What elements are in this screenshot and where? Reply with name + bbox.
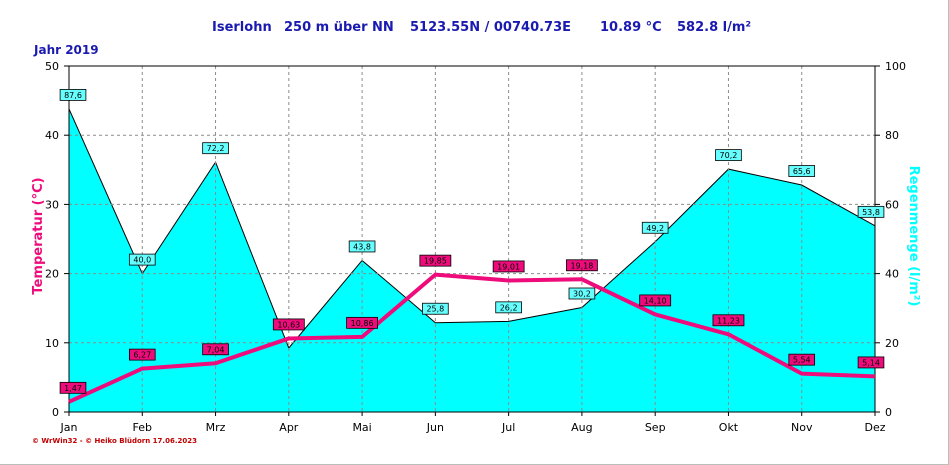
precipitation-data-label-box <box>641 221 669 234</box>
precipitation-data-label-box <box>202 142 229 155</box>
station-coordinates: 5123.55N / 00740.73E <box>410 20 572 35</box>
average-temperature: 10.89 °C <box>600 20 662 35</box>
axes-layer: 0 10 20 30 40 50 0 20 40 60 80 100 Jan Feb Mrz Apr Mai Ju… <box>45 60 906 434</box>
temperature-data-label-box <box>128 348 156 361</box>
y-tick-label: 10 <box>45 337 59 350</box>
temperature-data-label: 19,18 <box>570 261 593 270</box>
temperature-line <box>68 272 876 404</box>
precipitation-data-label: 25,8 <box>426 305 444 314</box>
y2-axis-title-precipitation: Regenmenge (l/m²) <box>906 166 921 307</box>
station-name: Iserlohn <box>212 20 272 35</box>
x-tick-label: Aug <box>571 421 592 434</box>
precipitation-data-label-box <box>348 240 376 253</box>
precipitation-data-label: 40,0 <box>133 256 151 265</box>
y-tick-label: 30 <box>45 198 59 211</box>
y2-tick-label: 0 <box>885 406 892 419</box>
y-axis-title-temperature: Temperatur (°C) <box>31 177 46 294</box>
temperature-data-label: 5,14 <box>862 358 880 367</box>
y2-tick-label: 100 <box>885 60 906 73</box>
temperature-data-label: 11,23 <box>717 316 740 325</box>
precipitation-data-label-box <box>59 89 87 101</box>
x-tick-label: Feb <box>133 421 152 434</box>
y2-tick-label: 20 <box>885 337 899 350</box>
temperature-data-label-box <box>59 381 87 394</box>
x-tick-label: Dez <box>864 421 885 434</box>
y-tick-label: 0 <box>52 406 59 419</box>
station-elevation: 250 m über NN <box>284 20 394 35</box>
x-tick-label: Mrz <box>206 421 226 434</box>
precipitation-data-label-box <box>495 301 522 314</box>
temperature-line-layer <box>68 272 876 404</box>
temperature-data-label-box <box>712 314 745 327</box>
temperature-data-label-box <box>492 260 525 273</box>
precipitation-data-label: 49,2 <box>646 224 664 233</box>
year-label: Jahr 2019 <box>34 43 99 57</box>
total-precipitation: 582.8 l/m² <box>677 20 752 35</box>
precipitation-data-label: 70,2 <box>720 151 738 160</box>
x-tick-label: Jul <box>501 421 515 434</box>
x-tick-label: Nov <box>791 421 813 434</box>
y2-tick-label: 40 <box>885 268 899 281</box>
temperature-data-label: 6,27 <box>133 351 151 360</box>
temperature-data-label: 19,01 <box>497 262 520 271</box>
temperature-data-label-box <box>346 316 378 329</box>
precipitation-data-label: 43,8 <box>353 242 371 251</box>
x-tick-label: Jan <box>60 421 78 434</box>
precipitation-data-label: 26,2 <box>500 303 518 312</box>
data-label-layer: 87,6 40,0 72,2 43,8 25,8 26,2 30,2 49,2 70,2 65,6… <box>59 89 885 394</box>
precipitation-data-label: 87,6 <box>64 91 82 100</box>
temperature-data-label: 10,63 <box>277 320 300 329</box>
precipitation-area <box>69 108 875 413</box>
precipitation-data-label-box <box>715 149 742 162</box>
temperature-data-label: 19,85 <box>424 257 447 266</box>
x-tick-label: Apr <box>279 421 299 434</box>
x-tick-label: Mai <box>352 421 371 434</box>
y-tick-label: 20 <box>45 268 59 281</box>
precipitation-data-label-box <box>857 205 885 218</box>
x-tick-label: Jun <box>426 421 444 434</box>
temperature-data-label: 1,47 <box>64 384 82 393</box>
y2-tick-label: 80 <box>885 129 899 142</box>
temperature-data-label: 14,10 <box>644 296 667 305</box>
y-tick-label: 40 <box>45 129 59 142</box>
y-tick-label: 50 <box>45 60 59 73</box>
plot-border <box>68 65 876 413</box>
footer-credit: © WrWin32 - © Heiko Blüdorn 17.06.2023 <box>32 437 197 445</box>
temperature-data-label: 7,04 <box>207 345 225 354</box>
temperature-data-label: 5,54 <box>793 356 811 365</box>
temperature-data-label: 10,86 <box>351 319 374 328</box>
precipitation-data-label-box <box>422 302 449 315</box>
y2-tick-label: 60 <box>885 198 899 211</box>
temperature-data-label-box <box>639 294 672 307</box>
precipitation-area-layer <box>68 108 876 413</box>
x-tick-label: Sep <box>645 421 666 434</box>
precipitation-data-label-box <box>128 253 156 266</box>
temperature-data-label-box <box>788 353 816 366</box>
temperature-data-label-box <box>202 343 229 356</box>
temperature-data-label-box <box>857 356 885 369</box>
precipitation-data-label: 53,8 <box>862 208 880 217</box>
precipitation-data-label: 30,2 <box>573 290 591 299</box>
x-tick-label: Okt <box>719 421 739 434</box>
precipitation-outline <box>68 108 876 349</box>
precipitation-data-label-box <box>788 165 816 177</box>
temperature-data-label-box <box>272 318 305 331</box>
temperature-data-label-box <box>566 259 598 272</box>
temperature-data-label-box <box>419 254 452 267</box>
precipitation-data-label-box <box>568 287 596 300</box>
precipitation-data-label: 72,2 <box>207 144 225 153</box>
precipitation-data-label: 65,6 <box>793 167 811 176</box>
